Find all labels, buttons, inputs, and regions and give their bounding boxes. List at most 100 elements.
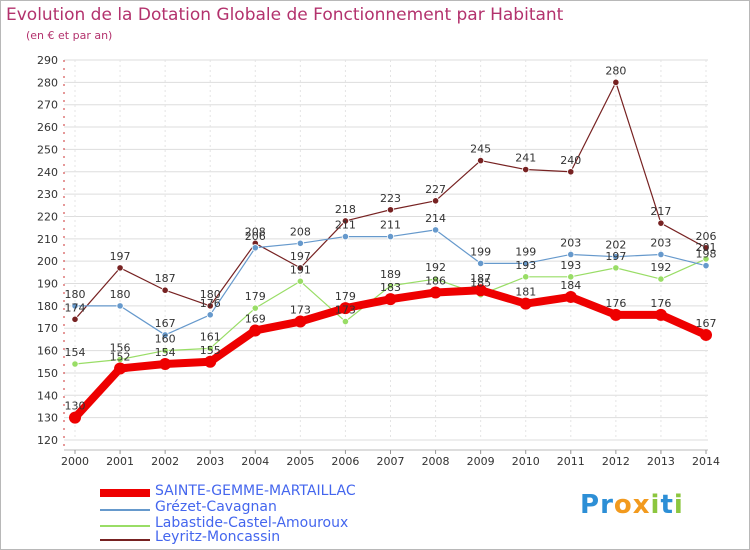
legend-label: Labastide-Castel-Amouroux <box>155 515 349 531</box>
data-label: 183 <box>380 281 401 294</box>
data-point <box>429 286 442 299</box>
data-label: 180 <box>65 288 86 301</box>
data-label: 187 <box>470 272 491 285</box>
chart-title: Evolution de la Dotation Globale de Fonc… <box>6 5 564 25</box>
data-label: 203 <box>650 236 671 249</box>
y-tick-label: 200 <box>37 255 58 268</box>
data-point <box>341 317 350 326</box>
data-point <box>567 250 575 259</box>
data-label: 245 <box>470 143 491 156</box>
legend-label: Leyritz-Moncassin <box>155 529 281 545</box>
data-point <box>522 273 530 281</box>
logo-letter: i <box>673 490 684 520</box>
data-label: 217 <box>650 205 671 218</box>
data-label: 223 <box>380 192 401 205</box>
data-label: 179 <box>245 290 266 303</box>
data-point <box>206 302 214 310</box>
data-label: 176 <box>650 297 671 310</box>
data-label: 185 <box>470 277 491 290</box>
data-point <box>206 311 214 319</box>
data-point <box>384 293 397 306</box>
data-label: 186 <box>425 274 446 287</box>
data-label: 174 <box>65 301 86 314</box>
data-label: 206 <box>245 230 266 243</box>
data-label: 180 <box>200 288 221 301</box>
data-point <box>116 302 124 310</box>
proxiti-logo: Proxiti <box>580 490 684 520</box>
x-tick-label: 2006 <box>331 455 359 468</box>
y-tick-label: 140 <box>37 389 58 402</box>
y-tick-label: 130 <box>37 412 58 425</box>
x-tick-label: 2007 <box>377 455 405 468</box>
logo-letter: P <box>580 490 601 520</box>
data-point <box>702 262 710 270</box>
y-tick-label: 150 <box>37 367 58 380</box>
data-point <box>69 411 81 424</box>
logo-letter: t <box>660 490 674 520</box>
data-point <box>159 358 172 370</box>
data-point <box>657 275 665 283</box>
data-point <box>612 78 620 86</box>
legend-label: SAINTE-GEMME-MARTAILLAC <box>155 483 356 499</box>
y-tick-label: 160 <box>37 345 58 358</box>
y-tick-label: 270 <box>37 99 58 112</box>
data-label: 214 <box>425 212 446 225</box>
data-point <box>700 328 712 341</box>
y-tick-label: 210 <box>37 233 58 246</box>
data-point <box>657 250 665 259</box>
logo-letter: i <box>650 490 661 520</box>
x-tick-label: 2005 <box>286 455 314 468</box>
data-point <box>296 264 304 272</box>
data-label: 184 <box>560 279 581 292</box>
data-label: 193 <box>515 259 536 272</box>
y-tick-label: 280 <box>37 76 58 89</box>
data-label: 193 <box>560 259 581 272</box>
y-tick-label: 120 <box>37 434 58 447</box>
x-tick-label: 2010 <box>512 455 540 468</box>
data-label: 181 <box>515 286 536 299</box>
data-label: 169 <box>245 312 266 325</box>
x-tick-label: 2011 <box>557 455 585 468</box>
logo-letter: o <box>613 490 633 520</box>
data-label: 241 <box>515 152 536 165</box>
data-label: 218 <box>335 203 356 216</box>
data-point <box>567 168 575 176</box>
data-label: 187 <box>155 272 176 285</box>
data-point <box>206 344 214 352</box>
y-tick-label: 250 <box>37 143 58 156</box>
data-point <box>161 346 169 355</box>
data-label: 173 <box>290 304 311 317</box>
data-label: 197 <box>110 250 131 263</box>
y-tick-label: 230 <box>37 188 58 201</box>
data-point <box>477 259 485 268</box>
data-point <box>296 239 304 247</box>
data-point <box>341 232 350 241</box>
data-point <box>657 219 665 227</box>
data-point <box>204 355 217 368</box>
data-point <box>386 232 395 241</box>
data-point <box>474 284 487 297</box>
data-point <box>294 315 307 328</box>
data-label: 211 <box>380 219 401 232</box>
x-tick-label: 2009 <box>467 455 495 468</box>
y-tick-label: 190 <box>37 278 58 291</box>
data-point <box>296 277 304 285</box>
data-label: 199 <box>515 245 536 258</box>
axis-layer: 120 130 140 150 160 170 180 190 200 210 220 230 240 2… <box>37 54 720 468</box>
y-tick-label: 180 <box>37 300 58 313</box>
legend-label: Grézet-Cavagnan <box>155 499 277 515</box>
data-label-layer: 174 197 187 180 208 197 218 223 227 245 241 240 280 2… <box>65 64 717 412</box>
data-point <box>654 308 667 321</box>
data-label: 280 <box>605 64 626 77</box>
x-tick-label: 2002 <box>151 455 179 468</box>
data-point <box>564 290 577 303</box>
data-label: 189 <box>380 268 401 281</box>
y-tick-label: 220 <box>37 210 58 223</box>
data-label: 130 <box>65 400 86 413</box>
data-point <box>116 264 124 272</box>
data-point <box>341 217 350 225</box>
data-point <box>386 282 395 290</box>
data-point <box>612 253 620 261</box>
data-label: 199 <box>470 245 491 258</box>
